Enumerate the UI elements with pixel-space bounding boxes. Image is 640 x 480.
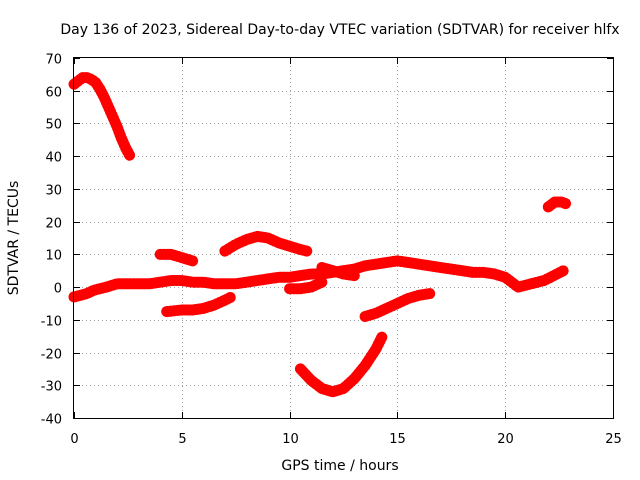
series-points: [359, 288, 436, 322]
series-points: [542, 196, 572, 213]
data-series: [68, 72, 572, 398]
series-arc-5: [161, 291, 237, 318]
series-points: [154, 248, 199, 267]
x-tick-label: 0: [70, 432, 78, 447]
plot-frame: [73, 57, 614, 419]
series-points: [219, 230, 313, 257]
y-tick-label: -30: [41, 380, 62, 395]
series-arc-10: [542, 196, 572, 213]
y-tick-label: 50: [45, 118, 62, 133]
y-axis-label: SDTVAR / TECUs: [6, 181, 22, 296]
series-arc-7: [316, 262, 360, 282]
x-tick-labels: 0 5 10 15 20 25: [70, 432, 621, 447]
y-tick-label: -10: [41, 315, 62, 330]
series-arc-9: [359, 288, 436, 322]
y-tick-labels: -40 -30 -20 -10 0 10 20 30 40 50 60 70: [41, 53, 62, 428]
series-arc-4: [219, 230, 313, 257]
chart-title: Day 136 of 2023, Sidereal Day-to-day VTE…: [60, 22, 619, 38]
y-tick-label: 70: [45, 53, 62, 68]
x-tick-label: 10: [282, 432, 299, 447]
series-points: [68, 72, 136, 162]
series-arc-6: [284, 276, 328, 295]
y-tick-label: 20: [45, 217, 62, 232]
y-tick-label: 30: [45, 184, 62, 199]
x-tick-label: 20: [497, 432, 514, 447]
grid-lines: [74, 58, 614, 419]
series-arc-3: [154, 248, 199, 267]
series-arc-1: [68, 72, 136, 162]
series-points: [294, 330, 388, 398]
x-tick-label: 5: [178, 432, 186, 447]
series-arc-8: [294, 330, 388, 398]
y-tick-label: -20: [41, 348, 62, 363]
x-tick-label: 25: [605, 432, 622, 447]
y-tick-label: 40: [45, 151, 62, 166]
x-tick-label: 15: [389, 432, 406, 447]
x-axis-label: GPS time / hours: [281, 458, 398, 474]
y-tick-label: 10: [45, 249, 62, 264]
series-points: [284, 276, 328, 295]
series-points: [161, 291, 237, 318]
y-tick-label: 60: [45, 86, 62, 101]
y-tick-label: -40: [41, 413, 62, 428]
series-points: [316, 262, 360, 282]
y-tick-label: 0: [54, 282, 62, 297]
